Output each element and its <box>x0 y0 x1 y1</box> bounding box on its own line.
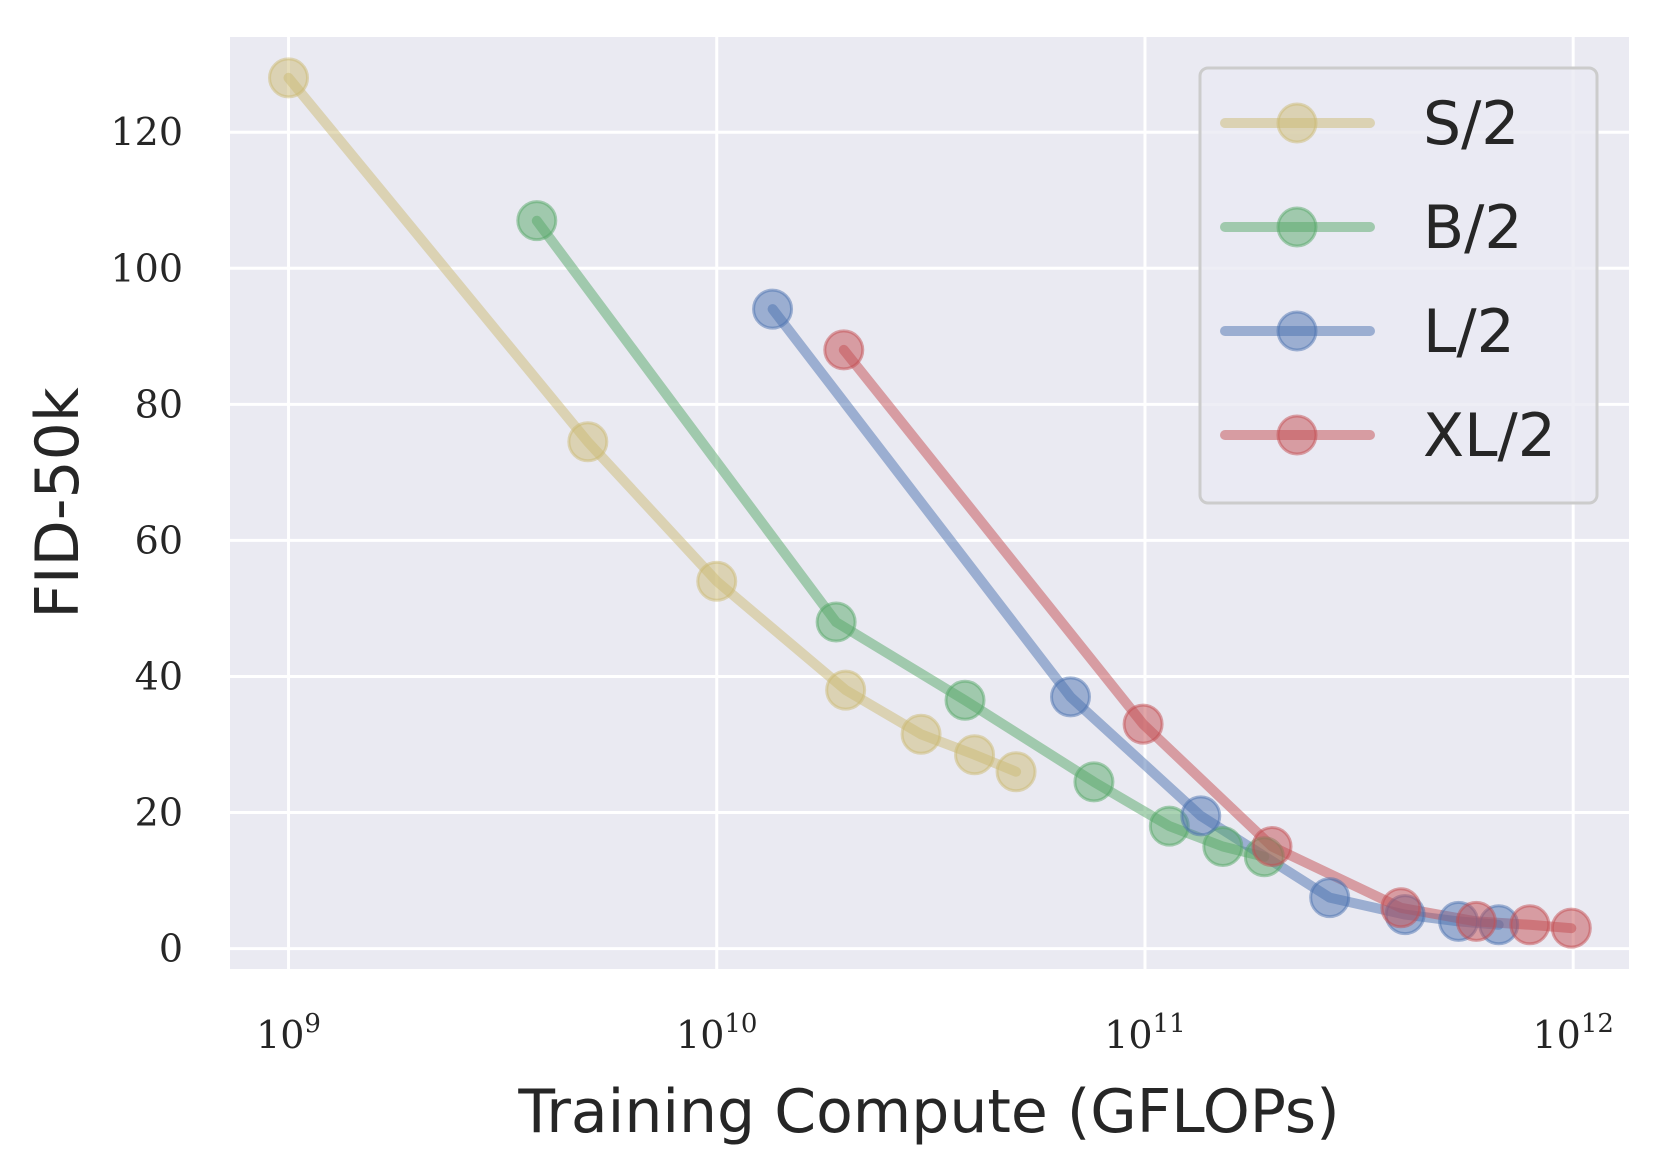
data-point <box>1202 826 1244 868</box>
data-point <box>1122 703 1164 745</box>
y-tick-label: 0 <box>159 927 183 971</box>
legend-box <box>1198 66 1599 505</box>
data-point <box>1309 877 1351 919</box>
data-point <box>900 713 942 755</box>
data-point <box>954 734 996 776</box>
data-point <box>1073 761 1115 803</box>
y-tick-label: 120 <box>110 110 183 154</box>
series-points <box>268 57 1592 949</box>
x-tick-labels: 109 1010 1011 1012 <box>256 1009 1614 1057</box>
y-tick-label: 100 <box>110 246 183 290</box>
legend-label: S/2 <box>1423 89 1519 159</box>
data-point <box>268 57 310 99</box>
data-point <box>944 679 986 721</box>
data-point <box>1251 826 1293 868</box>
legend: S/2 B/2 L/2 XL/2 <box>1198 66 1599 505</box>
data-point <box>1509 904 1551 946</box>
data-point <box>1455 900 1497 942</box>
legend-marker <box>1276 102 1318 144</box>
legend-label: L/2 <box>1423 297 1515 367</box>
x-tick-label: 1012 <box>1532 1009 1613 1057</box>
data-point <box>696 560 738 602</box>
data-point <box>825 669 867 711</box>
legend-marker <box>1276 414 1318 456</box>
x-axis-label: Training Compute (GFLOPs) <box>517 1077 1339 1147</box>
data-point <box>995 751 1037 793</box>
y-tick-label: 40 <box>135 654 183 698</box>
y-axis-label: FID-50k <box>23 387 93 618</box>
data-point <box>1550 907 1592 949</box>
data-point <box>752 288 794 330</box>
x-tick-label: 109 <box>256 1009 321 1057</box>
data-point <box>516 200 558 242</box>
y-tick-labels: 0 20 40 60 80 100 120 <box>110 110 183 970</box>
data-point <box>1180 795 1222 837</box>
data-point <box>1380 887 1422 929</box>
legend-label: B/2 <box>1423 193 1523 263</box>
data-point <box>815 601 857 643</box>
y-tick-label: 60 <box>135 518 183 562</box>
legend-marker <box>1276 310 1318 352</box>
x-tick-label: 1011 <box>1104 1009 1185 1057</box>
data-point <box>567 421 609 463</box>
legend-marker <box>1276 206 1318 248</box>
legend-label: XL/2 <box>1423 401 1556 471</box>
data-point <box>1049 676 1091 718</box>
y-tick-label: 80 <box>135 382 183 426</box>
y-tick-label: 20 <box>135 791 183 835</box>
data-point <box>823 329 865 371</box>
x-tick-label: 1010 <box>676 1009 757 1057</box>
